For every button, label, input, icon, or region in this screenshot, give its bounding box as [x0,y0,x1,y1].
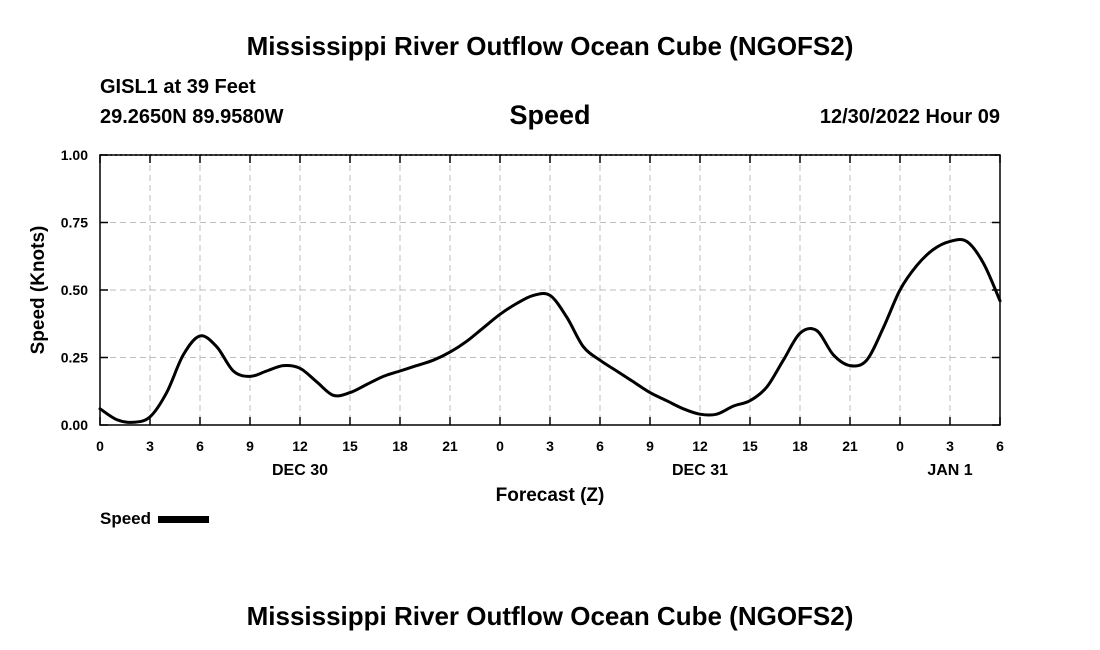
page-title: Mississippi River Outflow Ocean Cube (NG… [246,31,854,61]
station-label: GISL1 at 39 Feet [100,76,256,98]
y-tick-label: 0.75 [61,215,88,231]
legend-label: Speed [100,509,152,528]
x-tick-label: 21 [442,438,458,454]
x-tick-label: 9 [246,438,254,454]
x-tick-label: 6 [596,438,604,454]
forecast-datetime: 12/30/2022 Hour 09 [819,106,1000,128]
y-tick-label: 0.50 [61,282,88,298]
y-tick-label: 1.00 [61,147,88,163]
station-coords: 29.2650N 89.9580W [100,106,284,128]
date-label: JAN 1 [927,462,972,479]
legend-line-swatch [158,516,210,524]
x-axis-label: Forecast (Z) [496,485,605,506]
date-label: DEC 31 [672,462,728,479]
footer-title: Mississippi River Outflow Ocean Cube (NG… [246,601,854,631]
y-tick-label: 0.00 [61,417,88,433]
x-tick-label: 3 [146,438,154,454]
x-tick-label: 18 [392,438,408,454]
x-tick-label: 12 [292,438,308,454]
x-tick-label: 6 [996,438,1004,454]
x-tick-label: 15 [742,438,758,454]
x-tick-label: 9 [646,438,654,454]
chart-title: Speed [509,100,591,130]
speed-series-line [98,237,1002,424]
x-tick-label: 6 [196,438,204,454]
x-tick-label: 12 [692,438,708,454]
x-tick-label: 0 [496,438,504,454]
x-tick-label: 0 [96,438,104,454]
y-axis-label: Speed (Knots) [28,226,49,355]
x-tick-label: 21 [842,438,858,454]
legend: Speed [100,509,210,529]
grid-layer [100,155,1000,425]
x-tick-label: 18 [792,438,808,454]
x-tick-label: 3 [946,438,954,454]
x-tick-label: 0 [896,438,904,454]
y-tick-label: 0.25 [61,350,88,366]
date-label: DEC 30 [272,462,328,479]
x-tick-label: 3 [546,438,554,454]
x-tick-label: 15 [342,438,358,454]
speed-chart: 0 3 6 9 12 15 18 21 0 3 6 9 12 15 18 21 0 3 6 0.00 0.25 0.50 0… [28,147,1004,506]
tick-layer: 0 3 6 9 12 15 18 21 0 3 6 9 12 15 18 21 0 3 6 0.00 0.25 0.50 0… [61,147,1004,479]
